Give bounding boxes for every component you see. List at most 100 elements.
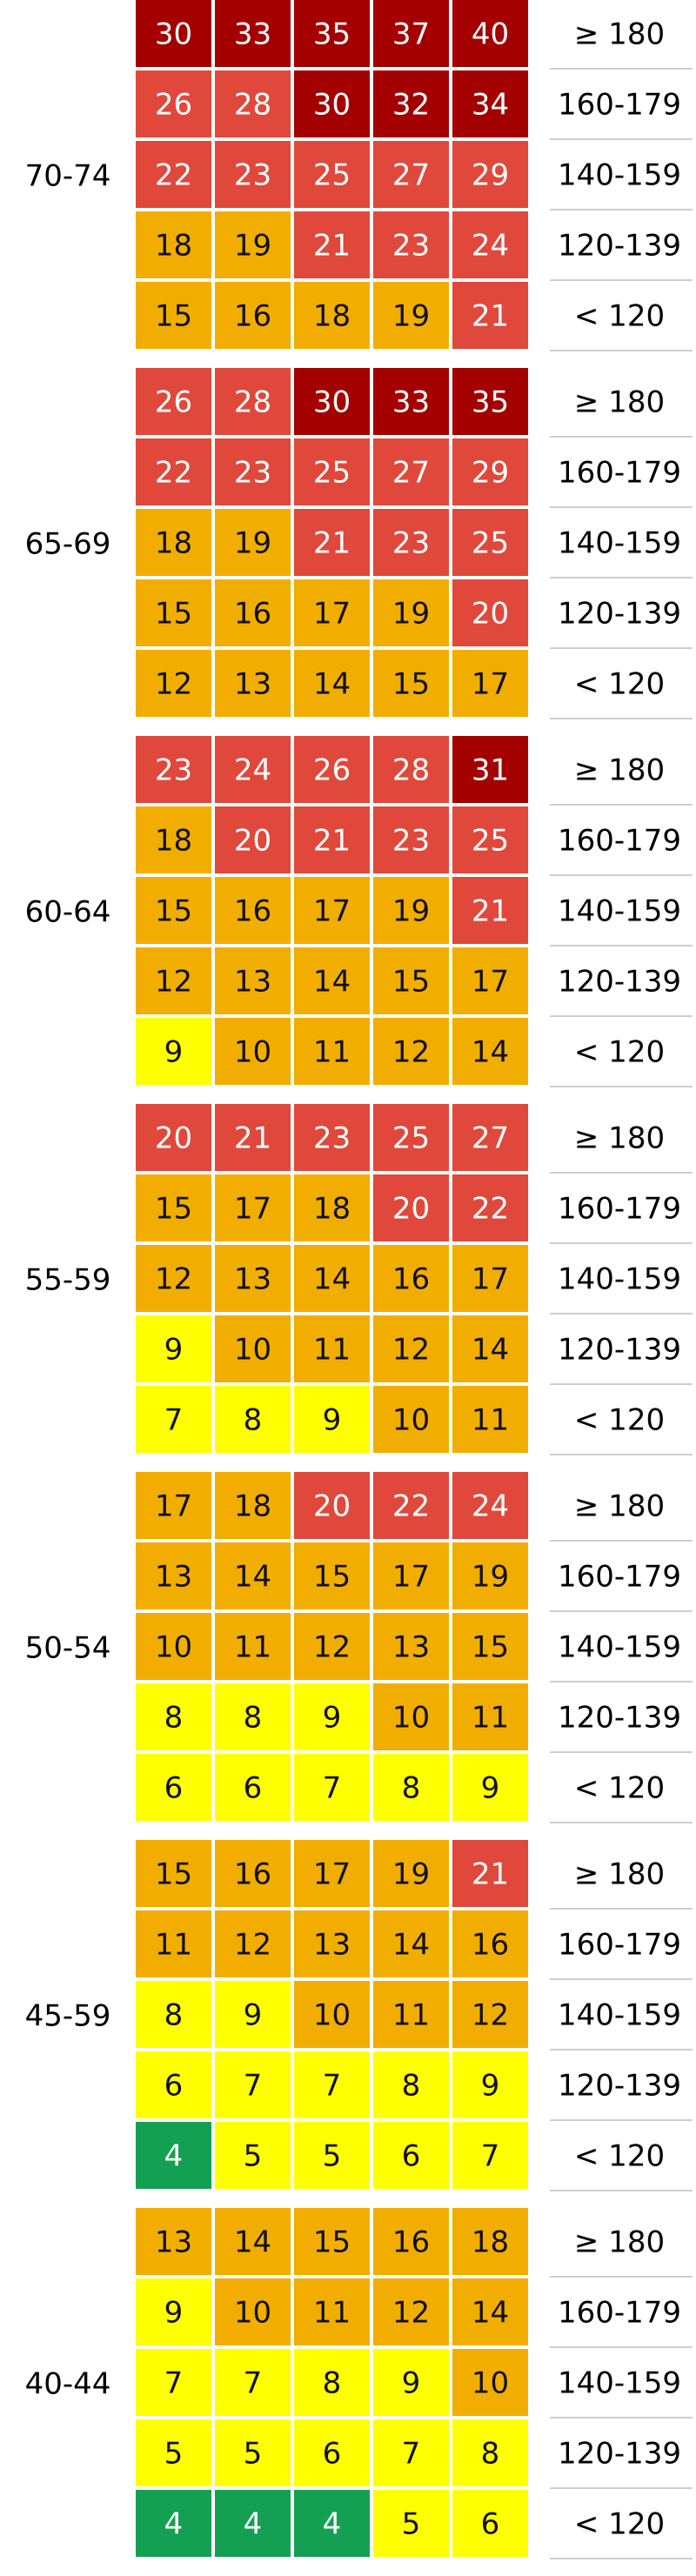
cell-value-label: 14 [234,2225,271,2260]
cell-value-label: 17 [313,597,351,632]
cell-value-label: 12 [234,1928,271,1963]
row-label: 140-159 [558,526,681,561]
heatmap-cell [136,650,211,717]
heatmap-cell [294,736,370,803]
row-label: 120-139 [558,1333,681,1368]
row-label: 120-139 [558,229,681,264]
cell-value-label: 27 [392,158,430,193]
heatmap-cell [373,2051,449,2118]
heatmap-cell [452,70,528,137]
cell-value-label: 6 [244,1771,263,1806]
row-label: 160-179 [558,1192,681,1227]
cell-value-label: 14 [313,667,351,702]
heatmap-cell [215,70,291,137]
heatmap-cell [294,947,370,1014]
heatmap-cell [136,2122,211,2189]
cell-value-label: 23 [392,824,430,859]
age-block-40-44: 40-44 13 14 15 16 18 ≥ 180 9 10 11 12 14 160-179 7 7 8 9… [25,2208,693,2559]
cell-value-label: 25 [472,824,509,859]
cell-value-label: 15 [313,1560,351,1595]
heatmap-cell [294,1754,370,1821]
heatmap-cell [215,1018,291,1085]
heatmap-cell [294,1472,370,1539]
row-label: 160-179 [558,88,681,123]
cell-value-label: 24 [234,753,271,788]
heatmap-cell [136,70,211,137]
heatmap-cell [452,509,528,576]
heatmap-cell [294,70,370,137]
cell-value-label: 25 [313,456,351,491]
cell-value-label: 29 [472,158,509,193]
row-label: 160-179 [558,1560,681,1595]
cell-value-label: 22 [155,456,192,491]
row-label: 120-139 [558,2437,681,2472]
cell-value-label: 12 [392,1035,430,1070]
cell-value-label: 9 [164,1035,184,1070]
heatmap-cell [373,1018,449,1085]
cell-value-label: 32 [392,88,430,123]
row-label: < 120 [574,1771,665,1806]
cell-value-label: 26 [155,88,192,123]
cell-value-label: 21 [472,1857,509,1892]
cell-value-label: 35 [313,17,351,52]
cell-value-label: 18 [155,526,192,561]
heatmap-cell [452,806,528,873]
cell-value-label: 22 [472,1192,509,1227]
cell-value-label: 26 [313,753,351,788]
cell-value-label: 17 [472,965,509,1000]
age-label: 55-59 [25,1263,111,1298]
cell-value-label: 25 [472,526,509,561]
cell-value-label: 16 [234,894,271,929]
heatmap-cell [215,736,291,803]
heatmap-cell [294,282,370,349]
heatmap-cell [294,2490,370,2557]
cell-value-label: 19 [392,299,430,334]
cell-value-label: 12 [313,1630,351,1665]
heatmap-cell [452,1840,528,1907]
age-block-45-59: 45-59 15 16 17 19 21 ≥ 180 11 12 13 14 16 160-179 8 9 1… [25,1840,693,2191]
heatmap-cell [215,1245,291,1312]
cell-value-label: 30 [313,385,351,420]
heatmap-cell [452,211,528,278]
row-label: 120-139 [558,2069,681,2104]
row-label: 120-139 [558,597,681,632]
row-label: 140-159 [558,894,681,929]
row-label: < 120 [574,1403,665,1438]
heatmap-cell [373,509,449,576]
heatmap-cell [136,1472,211,1539]
heatmap-cell [373,877,449,944]
cell-value-label: 5 [402,2507,421,2542]
heatmap-cell [136,1542,211,1609]
cell-value-label: 28 [392,753,430,788]
cell-value-label: 17 [155,1489,192,1524]
heatmap-cell [452,1981,528,2048]
cell-value-label: 9 [323,1403,342,1438]
cell-value-label: 19 [234,526,271,561]
heatmap-cell [294,1104,370,1171]
heatmap-cell [294,2208,370,2275]
cell-value-label: 9 [164,2296,184,2331]
cell-value-label: 16 [234,597,271,632]
heatmap-cell [136,1104,211,1171]
heatmap-cell [215,2122,291,2189]
age-label: 50-54 [25,1631,111,1666]
age-label: 70-74 [25,159,111,194]
heatmap-cell [215,1683,291,1750]
heatmap-cell [294,1613,370,1680]
cell-value-label: 33 [234,17,271,52]
row-label: ≥ 180 [574,17,665,52]
cell-value-label: 27 [392,456,430,491]
cell-value-label: 17 [392,1560,430,1595]
cell-value-label: 12 [155,965,192,1000]
cell-value-label: 9 [164,1333,184,1368]
heatmap-cell [373,947,449,1014]
cell-value-label: 14 [313,965,351,1000]
cell-value-label: 5 [244,2437,263,2472]
age-block-70-74: 70-74 30 33 35 37 40 ≥ 180 26 28 30 32 34 160-179 22 2… [25,0,693,351]
cell-value-label: 11 [392,1998,430,2033]
row-label: 140-159 [558,158,681,193]
heatmap-cell [215,509,291,576]
row-label: 160-179 [558,456,681,491]
heatmap-cell [452,947,528,1014]
